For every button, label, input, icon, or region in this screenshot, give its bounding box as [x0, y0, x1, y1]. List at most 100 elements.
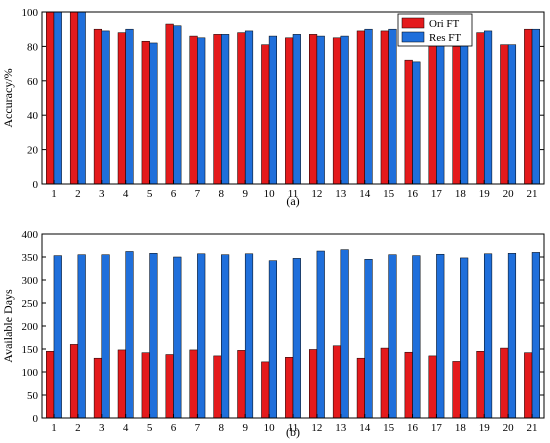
bar-ori-6 — [165, 354, 174, 419]
bar-res-2 — [77, 254, 86, 419]
x-tick-label: 15 — [383, 188, 395, 200]
bar-ori-15 — [380, 30, 389, 185]
y-axis-title: Available Days — [1, 289, 15, 363]
bar-ori-3 — [93, 357, 103, 419]
y-tick-label: 20 — [27, 145, 39, 157]
y-tick-label: 0 — [33, 179, 39, 191]
bar-res-5 — [149, 253, 158, 419]
x-tick-label: 19 — [479, 188, 491, 200]
bar-ori-6 — [165, 23, 174, 185]
bar-res-19 — [483, 253, 493, 419]
x-tick-label: 3 — [99, 422, 105, 434]
y-tick-label: 350 — [22, 252, 39, 264]
y-tick-label: 50 — [27, 390, 39, 402]
x-tick-label: 17 — [431, 188, 443, 200]
legend-label-ori: Ori FT — [429, 18, 460, 30]
bar-ori-14 — [356, 357, 365, 419]
x-tick-label: 10 — [264, 422, 276, 434]
bar-ori-16 — [404, 59, 413, 185]
bar-res-3 — [101, 30, 110, 185]
bar-res-10 — [268, 260, 278, 419]
x-tick-label: 7 — [195, 422, 201, 434]
x-tick-label: 21 — [527, 422, 538, 434]
bar-res-13 — [340, 249, 349, 419]
bar-res-11 — [292, 34, 301, 185]
bar-ori-3 — [93, 28, 103, 185]
x-tick-label: 20 — [503, 422, 515, 434]
x-tick-label: 21 — [527, 188, 538, 200]
bar-ori-21 — [524, 352, 533, 419]
x-tick-label: 10 — [264, 188, 276, 200]
bar-ori-7 — [189, 349, 198, 419]
y-tick-label: 80 — [27, 41, 39, 53]
y-tick-label: 200 — [22, 321, 39, 333]
x-tick-label: 12 — [311, 188, 322, 200]
x-tick-label: 15 — [383, 422, 395, 434]
y-axis-title: Accuracy/% — [1, 68, 15, 127]
bar-ori-5 — [141, 40, 150, 185]
bar-res-16 — [412, 255, 421, 419]
bar-ori-14 — [356, 30, 365, 185]
x-tick-label: 5 — [147, 422, 153, 434]
y-tick-label: 400 — [22, 229, 39, 241]
x-tick-label: 8 — [219, 422, 225, 434]
legend-label-res: Res FT — [429, 32, 461, 44]
bar-res-20 — [507, 253, 517, 419]
bar-ori-17 — [428, 355, 437, 419]
x-tick-label: 6 — [171, 422, 177, 434]
bar-ori-1 — [46, 11, 55, 185]
bar-ori-9 — [237, 350, 246, 419]
bar-res-1 — [53, 255, 62, 419]
bar-res-9 — [244, 30, 254, 185]
bar-res-17 — [436, 253, 445, 419]
bar-res-19 — [483, 30, 493, 185]
x-tick-label: 5 — [147, 188, 153, 200]
x-tick-label: 18 — [455, 188, 467, 200]
x-tick-label: 2 — [75, 422, 81, 434]
x-tick-label: 4 — [123, 422, 129, 434]
bar-res-9 — [244, 253, 254, 419]
bar-res-16 — [412, 61, 421, 185]
x-tick-label: 6 — [171, 188, 177, 200]
bar-res-14 — [364, 259, 373, 419]
bar-res-21 — [531, 28, 540, 185]
y-tick-label: 100 — [22, 7, 39, 19]
x-tick-label: 16 — [407, 188, 419, 200]
panel-label: (a) — [286, 194, 299, 208]
x-tick-label: 19 — [479, 422, 491, 434]
bar-ori-12 — [309, 34, 318, 185]
bar-ori-19 — [476, 32, 485, 185]
x-tick-label: 14 — [359, 422, 371, 434]
x-tick-label: 4 — [123, 188, 129, 200]
bar-res-17 — [436, 39, 445, 185]
bar-res-10 — [268, 35, 278, 185]
y-tick-label: 300 — [22, 275, 39, 287]
bar-res-5 — [149, 42, 158, 185]
bar-ori-9 — [237, 32, 246, 185]
bar-ori-8 — [213, 34, 222, 185]
x-tick-label: 13 — [335, 188, 347, 200]
bar-ori-2 — [69, 11, 79, 185]
y-tick-label: 0 — [33, 413, 39, 425]
panel-label: (b) — [286, 425, 300, 439]
x-tick-label: 20 — [503, 188, 515, 200]
bar-res-15 — [388, 254, 397, 419]
x-tick-label: 13 — [335, 422, 347, 434]
bar-ori-7 — [189, 35, 198, 185]
bar-ori-11 — [285, 357, 294, 419]
bar-ori-4 — [117, 32, 126, 185]
x-tick-label: 18 — [455, 422, 467, 434]
legend-swatch-res — [401, 31, 425, 43]
bar-res-4 — [125, 251, 134, 419]
bar-ori-8 — [213, 355, 222, 419]
bar-ori-13 — [332, 37, 342, 185]
bar-ori-13 — [332, 345, 342, 419]
bar-ori-11 — [285, 37, 294, 185]
bar-ori-10 — [261, 44, 270, 185]
bar-ori-17 — [428, 37, 437, 185]
bars — [46, 11, 540, 185]
legend: Ori FT Res FT — [397, 13, 473, 47]
y-tick-label: 60 — [27, 76, 39, 88]
